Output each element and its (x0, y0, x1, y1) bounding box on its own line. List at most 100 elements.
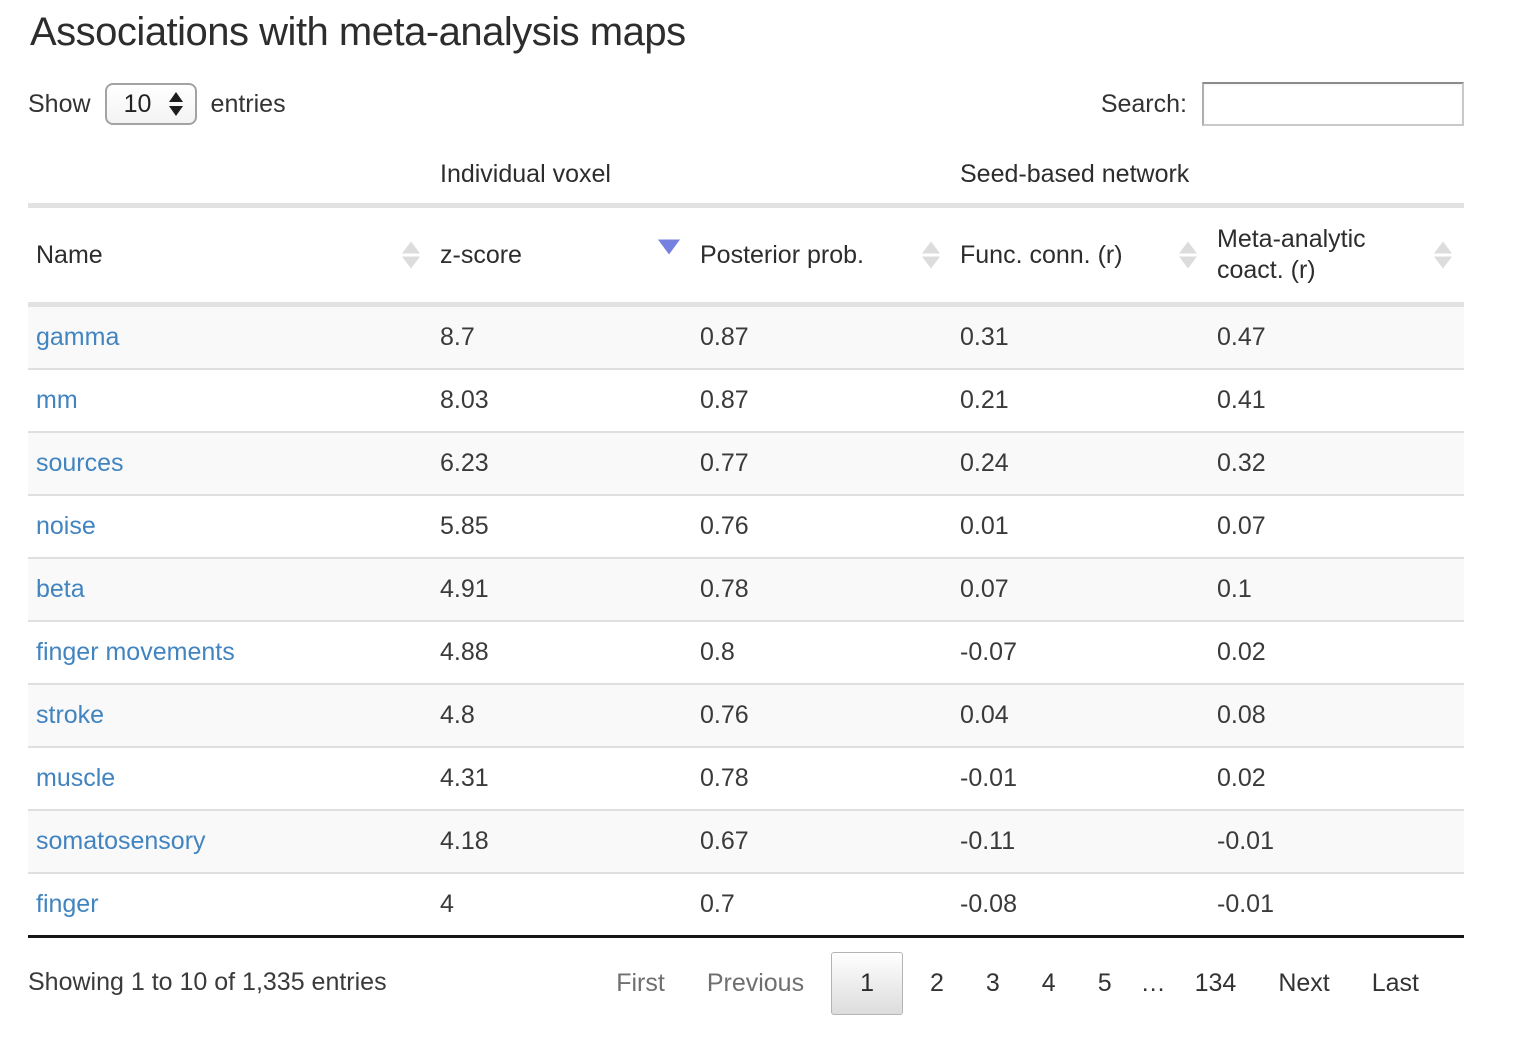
table-body: gamma 8.7 0.87 0.31 0.47 mm 8.03 0.87 0.… (28, 304, 1464, 938)
entries-label: entries (210, 89, 286, 118)
cell-zscore: 4 (432, 872, 692, 938)
cell-func-conn: -0.07 (952, 620, 1209, 684)
search-label: Search: (1100, 89, 1187, 118)
table-row: muscle 4.31 0.78 -0.01 0.02 (28, 746, 1464, 810)
term-link[interactable]: beta (36, 575, 85, 603)
column-header-meta-analytic-coact[interactable]: Meta-analytic coact. (r) (1209, 205, 1464, 307)
page-button-2[interactable]: 2 (929, 969, 944, 997)
page-button-134[interactable]: 134 (1194, 969, 1237, 997)
column-header-func-conn[interactable]: Func. conn. (r) (952, 205, 1209, 307)
table-row: gamma 8.7 0.87 0.31 0.47 (28, 304, 1464, 369)
cell-meta-coact: 0.32 (1209, 431, 1464, 495)
term-link[interactable]: mm (36, 386, 78, 414)
sort-down-icon (922, 256, 940, 269)
sort-desc-icon (658, 239, 680, 255)
cell-meta-coact: 0.08 (1209, 683, 1464, 747)
term-link[interactable]: noise (36, 512, 96, 540)
cell-meta-coact: 0.47 (1217, 323, 1266, 351)
term-link[interactable]: finger (36, 890, 99, 918)
term-link[interactable]: somatosensory (36, 827, 206, 855)
cell-func-conn: 0.24 (952, 431, 1209, 495)
search-input[interactable] (1202, 82, 1464, 126)
column-header-label: Meta-analytic coact. (r) (1217, 225, 1366, 284)
page-title: Associations with meta-analysis maps (30, 10, 686, 54)
cell-posterior-prob: 0.76 (692, 683, 952, 747)
cell-meta-coact: 0.41 (1209, 368, 1464, 432)
cell-zscore: 4.31 (432, 746, 692, 810)
page-length-select[interactable]: 10 (104, 83, 197, 125)
show-entries-control: Show 10 entries (28, 83, 286, 125)
cell-posterior-prob: 0.77 (692, 431, 952, 495)
group-header-individual-voxel: Individual voxel (432, 146, 952, 208)
cell-posterior-prob: 0.87 (692, 368, 952, 432)
cell-meta-coact: -0.01 (1209, 809, 1464, 873)
column-header-label: Func. conn. (r) (960, 240, 1123, 269)
table-row: noise 5.85 0.76 0.01 0.07 (28, 494, 1464, 558)
search-control: Search: (1101, 82, 1464, 126)
column-header-label: Name (36, 240, 103, 269)
sort-down-icon (1179, 256, 1197, 269)
column-header-name[interactable]: Name (28, 205, 432, 307)
page-button-ellipsis: … (1140, 969, 1166, 997)
table-row: somatosensory 4.18 0.67 -0.11 -0.01 (28, 809, 1464, 873)
sort-icon (1434, 241, 1452, 269)
stepper-up-icon (168, 92, 183, 102)
cell-posterior-prob: 0.8 (692, 620, 952, 684)
term-link[interactable]: stroke (36, 701, 105, 729)
cell-func-conn: -0.01 (952, 746, 1209, 810)
associations-table: Individual voxel Seed-based network Name… (28, 146, 1464, 938)
cell-zscore: 4.18 (432, 809, 692, 873)
cell-zscore: 4.8 (432, 683, 692, 747)
table-row: beta 4.91 0.78 0.07 0.1 (28, 557, 1464, 621)
show-label: Show (28, 89, 91, 118)
table-row: finger movements 4.88 0.8 -0.07 0.02 (28, 620, 1464, 684)
page-button-4[interactable]: 4 (1041, 969, 1056, 997)
page-button-last[interactable]: Last (1371, 969, 1419, 997)
cell-zscore: 5.85 (432, 494, 692, 558)
sort-up-icon (1179, 241, 1197, 254)
sort-down-icon (402, 256, 420, 269)
table-row: finger 4 0.7 -0.08 -0.01 (28, 872, 1464, 938)
column-header-posterior-prob[interactable]: Posterior prob. (692, 205, 952, 307)
group-header-spacer (28, 146, 432, 208)
page-button-previous: Previous (706, 969, 805, 997)
cell-func-conn: -0.11 (952, 809, 1209, 873)
cell-func-conn: 0.21 (952, 368, 1209, 432)
cell-zscore: 6.23 (432, 431, 692, 495)
cell-meta-coact: 0.1 (1209, 557, 1464, 621)
table-row: mm 8.03 0.87 0.21 0.41 (28, 368, 1464, 432)
cell-zscore: 8.7 (440, 323, 475, 351)
sort-down-icon (1434, 256, 1452, 269)
table-row: stroke 4.8 0.76 0.04 0.08 (28, 683, 1464, 747)
pagination: First Previous 1 2 3 4 5 … 134 Next Last (595, 952, 1464, 1015)
term-link[interactable]: gamma (36, 323, 120, 351)
cell-zscore: 8.03 (432, 368, 692, 432)
cell-meta-coact: 0.02 (1209, 620, 1464, 684)
cell-func-conn: 0.31 (960, 323, 1009, 351)
column-header-label: Posterior prob. (700, 240, 864, 269)
table-row: sources 6.23 0.77 0.24 0.32 (28, 431, 1464, 495)
page-button-5[interactable]: 5 (1097, 969, 1112, 997)
cell-func-conn: -0.08 (952, 872, 1209, 938)
sort-icon (922, 241, 940, 269)
term-link[interactable]: finger movements (36, 638, 235, 666)
cell-posterior-prob: 0.76 (692, 494, 952, 558)
term-link[interactable]: muscle (36, 764, 116, 792)
select-stepper-icon (168, 92, 183, 116)
stepper-down-icon (168, 106, 183, 116)
cell-posterior-prob: 0.78 (692, 746, 952, 810)
table-controls: Show 10 entries Search: (28, 82, 1464, 126)
group-header-row: Individual voxel Seed-based network (28, 146, 1464, 208)
column-header-label: z-score (440, 240, 522, 269)
page-button-next[interactable]: Next (1278, 969, 1330, 997)
cell-posterior-prob: 0.87 (700, 323, 749, 351)
page-button-3[interactable]: 3 (985, 969, 1000, 997)
cell-zscore: 4.88 (432, 620, 692, 684)
cell-meta-coact: 0.07 (1209, 494, 1464, 558)
sort-icon (402, 241, 420, 269)
column-header-zscore[interactable]: z-score (432, 205, 692, 307)
cell-posterior-prob: 0.7 (692, 872, 952, 938)
page-button-1[interactable]: 1 (831, 952, 903, 1015)
term-link[interactable]: sources (36, 449, 124, 477)
cell-zscore: 4.91 (432, 557, 692, 621)
